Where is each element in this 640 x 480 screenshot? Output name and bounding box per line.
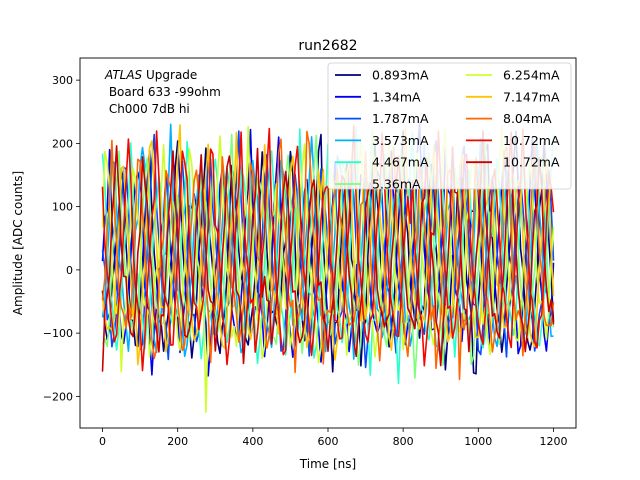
legend-label: 5.36mA <box>372 177 421 192</box>
x-tick-label: 200 <box>167 435 188 448</box>
x-tick-label: 800 <box>393 435 414 448</box>
y-axis-label: Amplitude [ADC counts] <box>11 171 25 315</box>
annotation-line-3: Ch000 7dB hi <box>105 102 190 116</box>
legend-label: 7.147mA <box>503 89 560 104</box>
legend: 0.893mA 1.34mA 1.787mA 3.573mA 4.467mA 5.36mA… <box>327 62 572 192</box>
plot-frame <box>79 57 577 429</box>
legend-label: 10.72mA <box>503 133 560 148</box>
x-axis-ticks: 0 200 400 600 800 1000 1200 <box>99 428 567 448</box>
chart-title: run2682 <box>298 38 357 54</box>
legend-box <box>327 62 572 190</box>
x-tick-label: 1200 <box>539 435 567 448</box>
legend-label: 1.787mA <box>372 111 429 126</box>
y-axis-ticks: −200 −100 0 100 200 300 <box>43 74 80 403</box>
legend-label: 1.34mA <box>372 89 421 104</box>
y-tick-label: 300 <box>52 74 73 87</box>
annotation-atlas: ATLAS <box>104 68 143 82</box>
legend-label: 6.254mA <box>503 68 560 83</box>
annotation-upgrade: Upgrade <box>142 68 197 82</box>
series-line <box>101 129 555 372</box>
x-tick-label: 400 <box>242 435 263 448</box>
x-tick-label: 600 <box>318 435 339 448</box>
legend-label: 8.04mA <box>503 111 552 126</box>
x-axis-label: Time [ns] <box>299 457 356 471</box>
legend-label: 10.72mA <box>503 155 560 170</box>
series-line <box>101 124 555 366</box>
legend-label: 4.467mA <box>372 155 429 170</box>
x-tick-label: 0 <box>99 435 106 448</box>
y-tick-label: 200 <box>52 137 73 150</box>
y-tick-label: −100 <box>43 327 73 340</box>
legend-label: 0.893mA <box>372 68 429 83</box>
annotation-line-2: Board 633 -99ohm <box>105 85 221 99</box>
y-tick-label: 100 <box>52 201 73 214</box>
x-tick-label: 1000 <box>464 435 492 448</box>
y-tick-label: −200 <box>43 390 73 403</box>
legend-label: 3.573mA <box>372 133 429 148</box>
annotation-line-1: ATLAS Upgrade <box>104 68 197 82</box>
y-tick-label: 0 <box>66 264 73 277</box>
